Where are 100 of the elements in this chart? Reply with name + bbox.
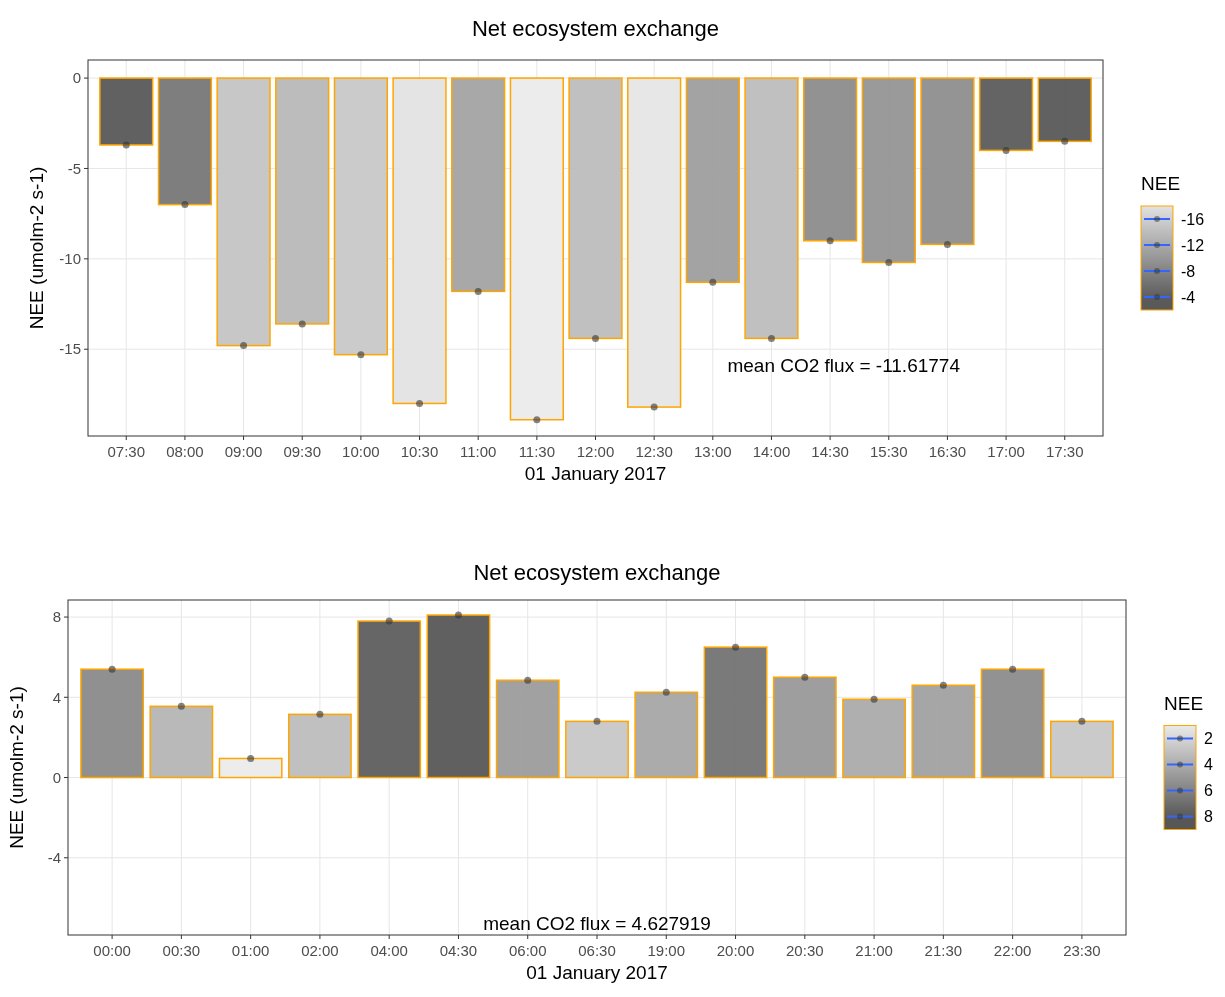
- bar: [495, 679, 560, 779]
- point: [943, 240, 951, 248]
- x-tick-label: 23:30: [1063, 942, 1101, 959]
- x-tick-label: 10:00: [342, 443, 380, 460]
- x-tick-label: 01:00: [231, 942, 270, 959]
- x-tick-label: 08:00: [166, 443, 204, 460]
- x-tick-label: 19:00: [647, 942, 686, 959]
- point: [870, 695, 878, 703]
- bar: [980, 668, 1045, 779]
- y-axis-title: NEE (umolm-2 s-1): [26, 166, 47, 330]
- point: [709, 278, 717, 286]
- color-bar-label: 8: [1204, 808, 1213, 826]
- x-tick-label: 20:30: [786, 942, 824, 959]
- color-bar-label: 6: [1204, 782, 1213, 800]
- point: [1078, 717, 1086, 725]
- annotation: mean CO2 flux = -11.61774: [727, 355, 961, 377]
- x-tick-label: 22:00: [993, 942, 1032, 959]
- x-tick-label: 09:00: [224, 443, 263, 460]
- bar: [80, 668, 145, 779]
- x-tick-label: 02:00: [301, 942, 339, 959]
- point: [416, 399, 424, 407]
- point: [454, 611, 462, 619]
- point: [650, 403, 658, 411]
- point: [801, 673, 809, 681]
- chart-title: Net ecosystem exchange: [473, 560, 721, 585]
- x-tick-label: 14:30: [811, 443, 849, 460]
- point: [1061, 137, 1069, 145]
- x-tick-label: 04:00: [370, 942, 408, 959]
- color-bar-label: 2: [1204, 730, 1213, 748]
- x-tick-label: 11:00: [459, 443, 497, 460]
- x-tick-label: 06:00: [508, 942, 547, 959]
- bar: [426, 614, 491, 779]
- x-tick-label: 15:30: [870, 443, 908, 460]
- bar: [287, 713, 352, 779]
- x-tick-label: 13:00: [694, 443, 732, 460]
- point: [122, 141, 130, 149]
- x-tick-label: 21:30: [924, 942, 963, 959]
- x-tick-label: 09:30: [283, 443, 321, 460]
- point: [247, 754, 255, 762]
- point: [385, 617, 393, 625]
- point: [357, 351, 365, 359]
- bar: [149, 705, 214, 779]
- point: [1009, 665, 1017, 673]
- x-tick-label: 12:30: [635, 443, 673, 460]
- x-tick-label: 21:00: [855, 942, 893, 959]
- x-tick-label: 00:30: [162, 942, 201, 959]
- color-bar-title: NEE: [1164, 692, 1204, 714]
- point: [592, 334, 599, 342]
- point: [177, 702, 185, 710]
- point: [593, 717, 601, 725]
- point: [533, 416, 541, 424]
- y-tick-label: 8: [52, 608, 61, 626]
- color-bar-title: NEE: [1141, 173, 1181, 194]
- x-tick-label: 17:00: [987, 443, 1025, 460]
- point: [240, 342, 248, 350]
- y-tick-label: 4: [52, 688, 61, 706]
- x-tick-label: 12:00: [576, 443, 615, 460]
- bar: [772, 676, 837, 779]
- color-bar-label: 4: [1204, 756, 1213, 774]
- x-tick-label: 20:00: [716, 942, 755, 959]
- point: [524, 676, 532, 684]
- point: [1002, 146, 1010, 154]
- x-tick-label: 00:00: [93, 942, 131, 959]
- point: [181, 201, 189, 209]
- point: [316, 710, 324, 718]
- x-axis-title: 01 January 2017: [524, 463, 667, 484]
- color-bar-label: -16: [1181, 210, 1205, 228]
- point: [662, 688, 670, 696]
- bar: [703, 646, 768, 779]
- x-tick-label: 11:30: [518, 443, 556, 460]
- x-tick-label: 06:30: [578, 942, 616, 959]
- x-tick-label: 14:00: [752, 443, 791, 460]
- annotation: mean CO2 flux = 4.627919: [483, 912, 711, 934]
- y-tick-label: 0: [72, 69, 81, 87]
- y-tick-label: -4: [47, 849, 61, 867]
- point: [108, 665, 116, 673]
- x-tick-label: 17:30: [1045, 443, 1084, 460]
- y-tick-label: -10: [59, 250, 81, 268]
- y-tick-label: -15: [59, 340, 81, 358]
- y-axis-title: NEE (umolm-2 s-1): [6, 686, 27, 849]
- point: [826, 237, 834, 245]
- chart-title: Net ecosystem exchange: [471, 16, 720, 41]
- x-axis-title: 01 January 2017: [526, 962, 668, 983]
- color-bar-label: -8: [1181, 262, 1196, 280]
- x-tick-label: 07:30: [107, 443, 146, 460]
- point: [732, 643, 740, 651]
- bar: [357, 620, 422, 779]
- x-tick-label: 04:30: [439, 942, 478, 959]
- point: [474, 287, 482, 295]
- bar: [911, 684, 976, 779]
- point: [939, 681, 947, 689]
- point: [885, 258, 893, 266]
- point: [767, 334, 775, 342]
- bar: [1049, 720, 1114, 779]
- x-tick-label: 16:30: [928, 443, 967, 460]
- color-bar-label: -4: [1181, 288, 1196, 306]
- point: [298, 320, 306, 328]
- bar: [565, 720, 629, 779]
- bar: [634, 691, 699, 779]
- y-tick-label: 0: [52, 768, 61, 786]
